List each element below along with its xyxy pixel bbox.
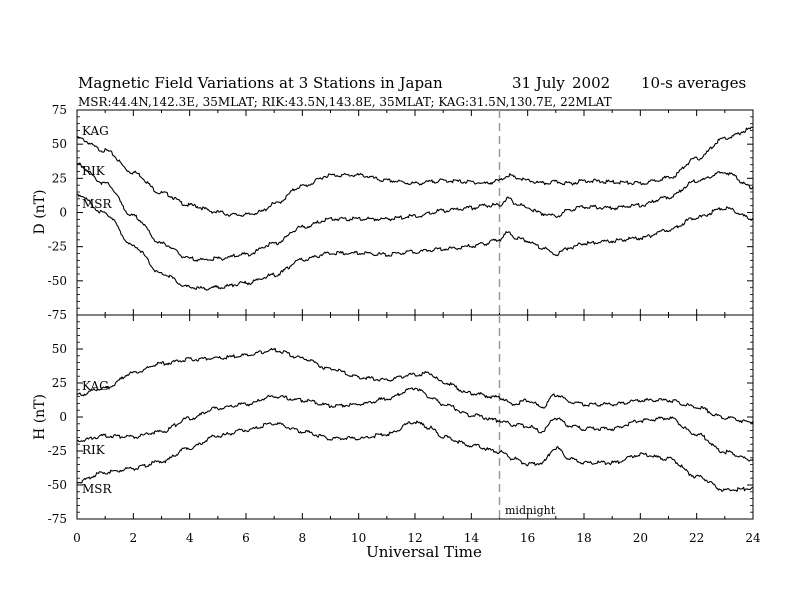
x-tick-label: 24 (745, 531, 761, 545)
series-label-kag: KAG (82, 379, 109, 393)
y-tick-label: -50 (48, 274, 67, 288)
chart-date: 31 July (512, 74, 565, 92)
y-tick-label: -75 (48, 308, 67, 322)
x-tick-label: 22 (689, 531, 704, 545)
y-axis-label: H (nT) (32, 394, 48, 440)
y-tick-label: -75 (48, 512, 67, 526)
y-tick-label: 50 (52, 342, 67, 356)
x-tick-label: 14 (464, 531, 480, 545)
x-axis-label: Universal Time (366, 543, 482, 561)
y-tick-label: -25 (48, 444, 67, 458)
y-tick-label: -25 (48, 240, 67, 254)
chart-averaging: 10-s averages (641, 74, 746, 92)
series-line-kag (76, 126, 754, 217)
x-tick-label: 10 (351, 531, 366, 545)
y-tick-label: 75 (52, 103, 67, 117)
series-label-msr: MSR (82, 482, 113, 496)
y-tick-label: 0 (59, 410, 67, 424)
x-tick-label: 8 (299, 531, 307, 545)
series-line-kag (76, 347, 754, 424)
x-axis: 0 2 4 6 8 10 12 14 16 18 20 22 24 (73, 531, 761, 545)
y-tick-label: 0 (59, 206, 67, 220)
x-tick-label: 18 (576, 531, 591, 545)
y-tick-label: 25 (52, 376, 67, 390)
y-tick-label: 25 (52, 171, 67, 185)
series-line-rik (76, 162, 754, 262)
station-coordinates: MSR:44.4N,142.3E, 35MLAT; RIK:43.5N,143.… (78, 95, 612, 109)
series-line-msr (76, 420, 754, 492)
series-label-kag: KAG (82, 124, 109, 138)
x-tick-label: 20 (633, 531, 648, 545)
y-axis-label: D (nT) (32, 190, 48, 235)
plot-frame (76, 314, 754, 520)
chart-year: 2002 (572, 74, 610, 92)
series-line-rik (76, 387, 754, 462)
horizontal-panel: 50 25 0 -25 -50 -75 H (nT) KAG RIK MSR (32, 314, 754, 526)
x-tick-label: 6 (242, 531, 250, 545)
series-line-msr (77, 193, 754, 291)
x-tick-label: 4 (186, 531, 194, 545)
midnight-label: midnight (505, 504, 556, 517)
series-label-rik: RIK (82, 443, 106, 457)
x-tick-label: 0 (73, 531, 81, 545)
chart-title: Magnetic Field Variations at 3 Stations … (78, 74, 443, 92)
y-tick-label: -50 (48, 478, 67, 492)
series-label-rik: RIK (82, 164, 106, 178)
series-label-msr: MSR (82, 197, 113, 211)
declination-panel: 75 50 25 0 -25 -50 -75 D (nT) KAG RIK MSR (32, 103, 754, 322)
x-tick-label: 16 (520, 531, 535, 545)
y-tick-label: 50 (52, 137, 67, 151)
x-tick-label: 2 (130, 531, 138, 545)
x-tick-label: 12 (407, 531, 422, 545)
